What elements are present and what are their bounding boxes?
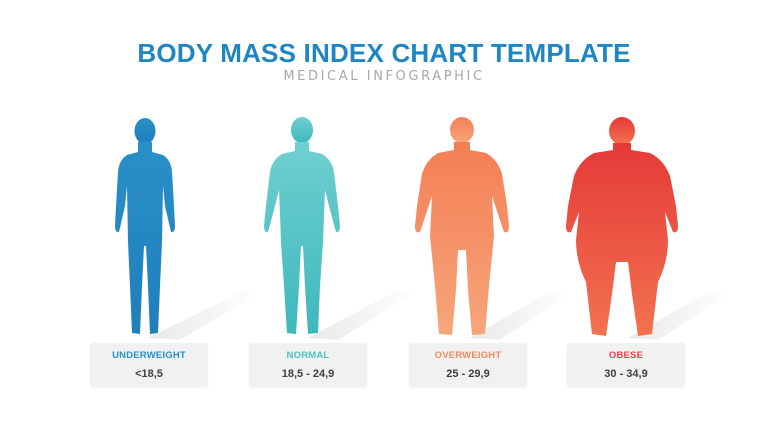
page-subtitle: MEDICAL INFOGRAPHIC [283,69,485,84]
bmi-card-overweight: OVERWEIGHT 25 - 29,9 [409,343,527,387]
bmi-card-normal: NORMAL 18,5 - 24,9 [249,343,367,387]
figure-shadow [148,290,262,340]
bmi-card-obese: OBESE 30 - 34,9 [567,343,685,387]
overweight-person-silhouette [415,117,572,340]
bmi-range: 18,5 - 24,9 [281,368,335,380]
category-label: UNDERWEIGHT [112,350,186,361]
bmi-range: <18,5 [135,368,163,380]
slim-person-silhouette [115,118,262,340]
category-label: NORMAL [286,350,330,361]
bmi-range: 30 - 34,9 [604,368,648,380]
category-label: OVERWEIGHT [434,350,502,361]
category-label: OBESE [608,350,644,361]
page-title: BODY MASS INDEX CHART TEMPLATE [137,38,631,68]
figure-shadow [308,290,416,340]
figure-shadow [470,290,572,340]
bmi-card-underweight: UNDERWEIGHT <18,5 [90,343,208,387]
figure-shadow [628,290,732,340]
obese-person-silhouette [566,117,732,340]
normal-person-silhouette [264,117,416,340]
bmi-range: 25 - 29,9 [446,368,490,380]
